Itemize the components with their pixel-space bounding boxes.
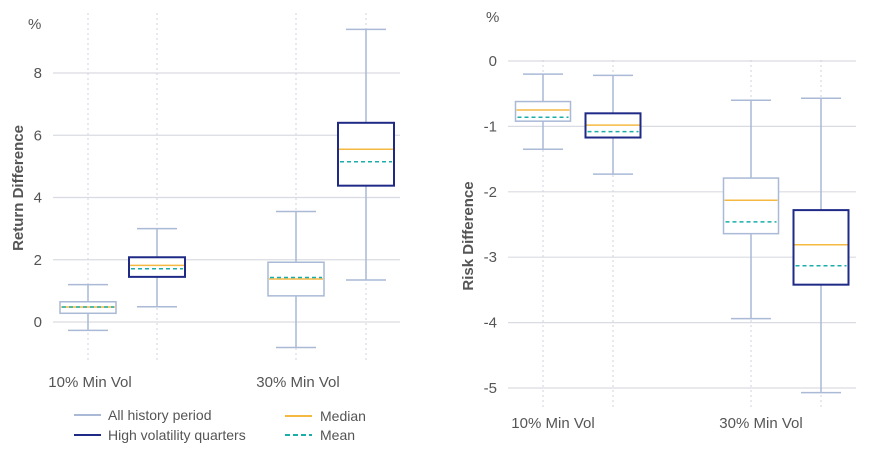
y-axis-label: Risk Difference [460,181,477,290]
box-high-vol [128,227,186,308]
iqr-box [337,121,395,187]
iqr-box [792,209,850,286]
y-tick-label: 0 [34,314,42,331]
unit-label: % [486,9,499,26]
y-tick-label: -4 [484,315,497,332]
y-tick-label: 2 [34,252,42,269]
box-all-history [59,283,117,332]
legend-label-median: Median [320,408,366,424]
category-label: 10% Min Vol [48,374,131,391]
category-label: 10% Min Vol [511,415,594,432]
risk-difference-chart: % Risk Difference 10% Min Vol 30% Min Vo… [460,9,856,432]
legend: All history period High volatility quart… [74,407,366,443]
y-tick-label: -5 [484,380,497,397]
y-tick-label: -3 [484,249,497,266]
y-tick-label: 6 [34,127,42,144]
y-tick-label: 4 [34,190,42,207]
category-label: 30% Min Vol [719,415,802,432]
box-all-history [267,210,325,349]
iqr-box [514,100,572,122]
y-tick-label: 0 [489,53,497,70]
legend-label-mean: Mean [320,427,355,443]
y-tick-label: -2 [484,184,497,201]
box-all-history [514,73,572,151]
unit-label: % [28,16,41,33]
y-tick-label: -1 [484,118,497,135]
box-high-vol [792,97,850,394]
box-high-vol [584,74,642,175]
legend-label-all-history: All history period [108,407,212,423]
box-all-history [722,99,780,320]
iqr-box [128,256,186,278]
return-difference-chart: % Return Difference 10% Min Vol 30% Min … [10,13,400,391]
box-high-vol [337,28,395,281]
iqr-box [722,177,780,235]
category-label: 30% Min Vol [256,374,339,391]
y-tick-label: 8 [34,65,42,82]
legend-label-high-vol: High volatility quarters [108,427,246,443]
y-axis-label: Return Difference [10,125,27,251]
